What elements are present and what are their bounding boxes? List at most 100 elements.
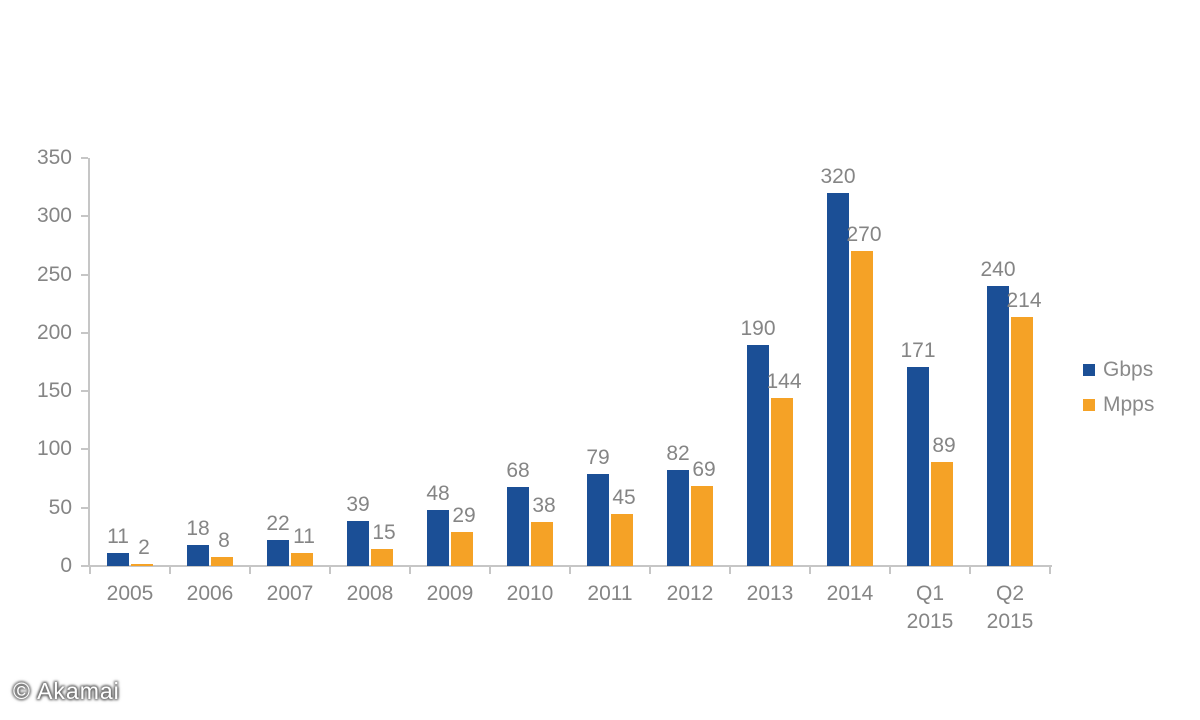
x-axis-tick-0 [89,567,91,574]
bar-mpps-2014 [851,251,873,566]
legend-label-gbps: Gbps [1103,358,1154,381]
x-axis-tick-2 [249,567,251,574]
x-axis-label-2009: 2009 [426,582,474,605]
x-axis-label-q2-2015: Q2 2015 [986,582,1034,633]
bar-gbps-2006 [187,545,209,566]
value-label-gbps-q2-2015: 240 [980,258,1016,282]
legend-swatch-mpps [1083,399,1095,411]
value-label-gbps-2008: 39 [346,492,370,516]
y-axis-tick-100 [81,448,88,451]
watermark-akamai: © Akamai [13,678,120,704]
value-label-gbps-2007: 22 [266,512,290,536]
value-label-gbps-2006: 18 [186,517,210,541]
x-axis-label-q1-2015: Q1 2015 [906,582,954,633]
bar-gbps-2010 [507,486,529,566]
y-axis-label-150: 150 [36,379,72,403]
value-label-gbps-2013: 190 [740,316,776,340]
value-label-mpps-q1-2015: 89 [932,434,956,458]
bar-mpps-2012 [691,485,713,566]
x-axis-tick-4 [409,567,411,574]
x-axis-label-2011: 2011 [587,582,633,605]
x-axis-tick-3 [329,567,331,574]
y-axis-label-300: 300 [36,204,72,228]
bar-gbps-2009 [427,510,449,566]
bar-mpps-2005 [131,563,153,566]
x-axis-tick-1 [169,567,171,574]
y-axis-label-250: 250 [36,262,72,286]
value-label-mpps-2011: 45 [612,485,636,509]
chart-legend: Gbps Mpps [1083,358,1155,430]
y-axis-label-50: 50 [48,495,72,519]
bar-mpps-2006 [211,556,233,566]
y-axis-label-200: 200 [36,320,72,344]
x-axis-label-2005: 2005 [106,582,154,605]
y-axis-line [88,158,90,567]
bar-mpps-q1-2015 [931,462,953,566]
bar-mpps-q2-2015 [1011,316,1033,566]
y-axis-tick-200 [81,331,88,334]
x-axis-label-2008: 2008 [346,582,394,605]
bar-mpps-2013 [771,398,793,566]
bar-gbps-2013 [747,344,769,566]
bar-gbps-2008 [347,520,369,566]
bar-gbps-2005 [107,553,129,566]
value-label-mpps-2007: 11 [293,525,315,549]
y-axis-tick-350 [81,157,88,159]
legend-item-gbps: Gbps [1083,358,1154,381]
value-label-gbps-2011: 79 [586,445,610,469]
x-axis-tick-12 [1049,567,1051,574]
x-axis-label-2014: 2014 [826,582,874,605]
x-axis-tick-7 [649,567,651,574]
value-label-mpps-2012: 69 [692,457,716,481]
value-label-mpps-2010: 38 [532,493,556,517]
legend-label-mpps: Mpps [1103,393,1155,416]
bar-gbps-q2-2015 [987,286,1009,566]
y-axis-label-350: 350 [36,146,72,169]
value-label-gbps-2012: 82 [666,442,690,466]
x-axis-label-2013: 2013 [746,582,794,605]
bar-gbps-2014 [827,192,849,566]
bar-gbps-2011 [587,473,609,566]
bar-mpps-2009 [451,532,473,566]
x-axis-label-2010: 2010 [506,582,554,605]
value-label-mpps-2009: 29 [452,504,476,528]
y-axis-label-0: 0 [60,554,72,577]
value-label-gbps-q1-2015: 171 [900,338,936,362]
bar-mpps-2011 [611,513,633,566]
bar-mpps-2010 [531,521,553,566]
value-label-gbps-2009: 48 [426,482,450,506]
y-axis-tick-50 [81,506,88,509]
x-axis-line [88,565,1052,567]
x-axis-label-2006: 2006 [186,582,234,605]
value-label-gbps-2010: 68 [506,458,530,482]
value-label-mpps-q2-2015: 214 [1006,288,1042,312]
x-axis-tick-11 [969,567,971,574]
value-label-mpps-2005: 2 [138,535,150,559]
bar-gbps-2012 [667,470,689,566]
y-axis-tick-300 [81,215,88,218]
bar-mpps-2008 [371,548,393,566]
bar-mpps-2007 [291,553,313,566]
x-axis-tick-8 [729,567,731,574]
x-axis-label-2012: 2012 [666,582,714,605]
y-axis-tick-0 [81,565,88,567]
y-axis-tick-150 [81,390,88,393]
value-label-mpps-2008: 15 [372,520,396,544]
x-axis-label-2007: 2007 [266,582,314,605]
value-label-mpps-2013: 144 [766,370,802,394]
legend-item-mpps: Mpps [1083,393,1155,416]
x-axis-tick-9 [809,567,811,574]
value-label-gbps-2005: 11 [107,525,129,549]
bar-gbps-q1-2015 [907,366,929,566]
value-label-gbps-2014: 320 [820,164,856,188]
x-axis-tick-5 [489,567,491,574]
bar-gbps-2007 [267,540,289,566]
value-label-mpps-2006: 8 [218,528,230,552]
y-axis-label-100: 100 [36,437,72,461]
x-axis-tick-6 [569,567,571,574]
value-label-mpps-2014: 270 [846,223,882,247]
x-axis-tick-10 [889,567,891,574]
legend-swatch-gbps [1083,364,1095,376]
